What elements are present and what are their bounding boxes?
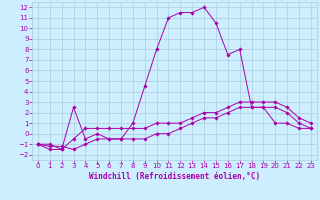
- X-axis label: Windchill (Refroidissement éolien,°C): Windchill (Refroidissement éolien,°C): [89, 172, 260, 181]
